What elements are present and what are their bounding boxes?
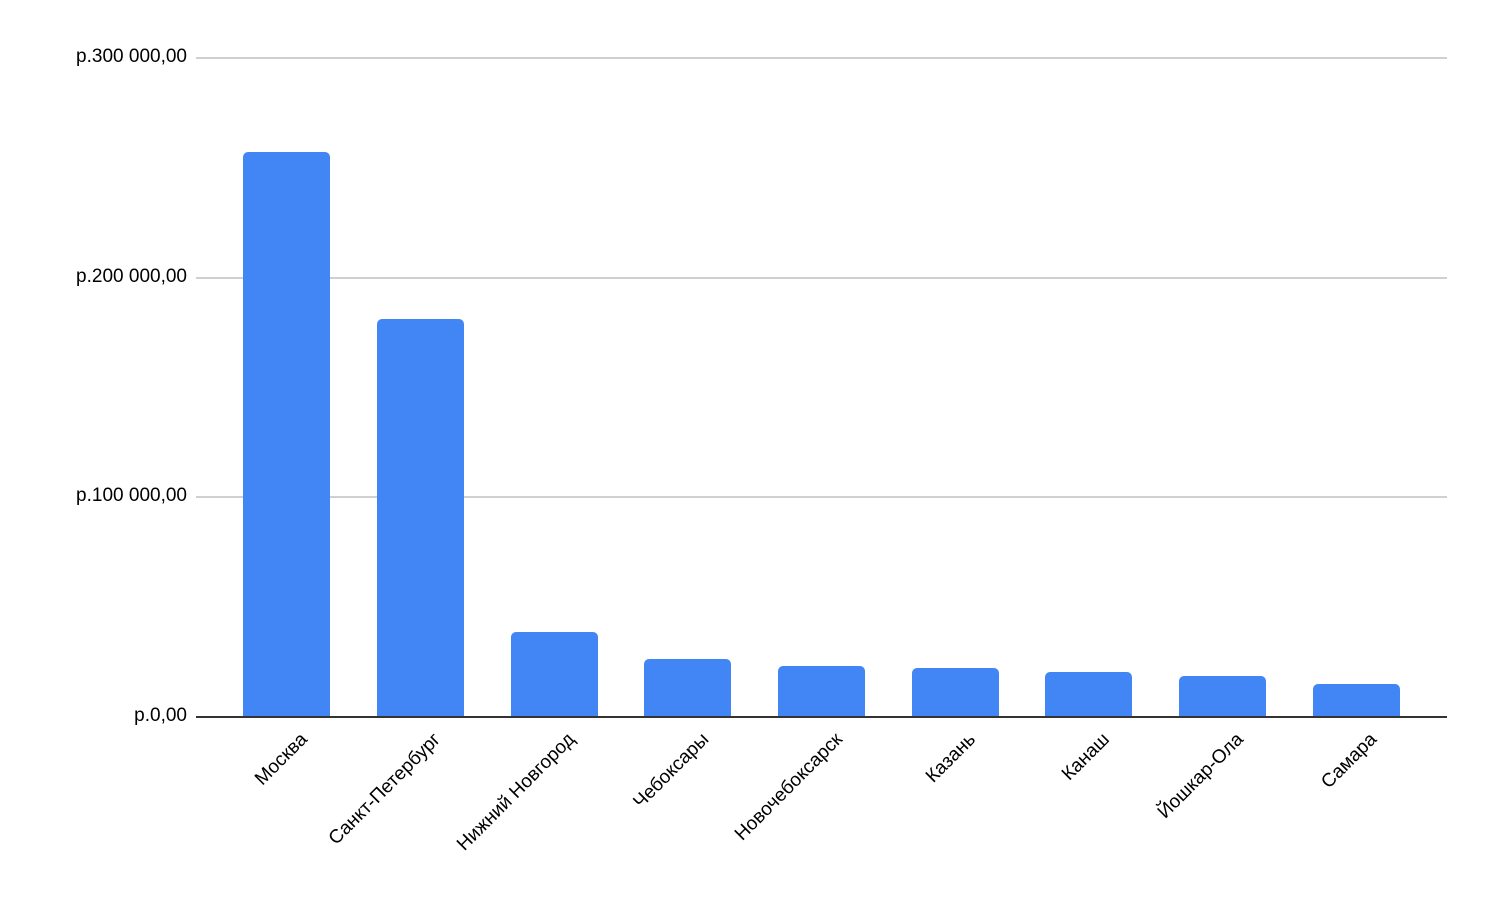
x-axis-label: Канаш — [1057, 729, 1114, 785]
bar[interactable] — [1179, 676, 1266, 716]
x-axis-label: Санкт-Петербург — [325, 729, 446, 850]
bar[interactable] — [1312, 683, 1400, 716]
bar[interactable] — [778, 665, 865, 716]
gridline — [196, 496, 1447, 499]
bar-slot — [755, 57, 889, 716]
bar-slot — [1156, 57, 1290, 716]
bar[interactable] — [644, 658, 732, 716]
y-axis-tick-label: р.0,00 — [134, 705, 187, 726]
bar[interactable] — [1045, 672, 1133, 716]
y-axis-tick-label: р.300 000,00 — [76, 46, 187, 67]
x-axis-label: Москва — [250, 729, 312, 790]
bar-slot — [621, 57, 755, 716]
bar[interactable] — [911, 667, 999, 716]
y-axis-tick-label: р.100 000,00 — [76, 485, 187, 507]
bar[interactable] — [243, 152, 331, 716]
bar-slot — [220, 57, 354, 716]
gridline — [196, 57, 1447, 59]
y-axis-ticks: р.0,00 р.100 000,00 р.200 000,00 р.300 000,… — [0, 0, 187, 924]
bar-slot — [487, 57, 621, 716]
x-axis-label: Чебоксары — [629, 729, 713, 813]
x-axis-label: Йошкар-Ола — [1153, 729, 1248, 823]
y-axis-tick-label: р.200 000,00 — [76, 265, 187, 287]
x-axis-label: Нижний Новгород — [452, 729, 580, 856]
bar-slot — [888, 57, 1022, 716]
bars-group — [196, 57, 1447, 716]
bar[interactable] — [377, 319, 464, 716]
bar-slot — [1022, 57, 1156, 716]
bar[interactable] — [510, 632, 598, 716]
gridline — [196, 276, 1447, 279]
x-axis-label: Казань — [921, 729, 981, 788]
x-axis-line — [196, 716, 1447, 718]
plot-area — [196, 57, 1447, 718]
x-axis-labels: Москва Санкт-Петербург Нижний Новгород Чебо… — [196, 729, 1447, 924]
x-axis-label: Самара — [1317, 729, 1382, 793]
bar-slot — [1289, 57, 1423, 716]
x-axis-label: Новочебоксарск — [730, 729, 847, 845]
bar-slot — [354, 57, 488, 716]
